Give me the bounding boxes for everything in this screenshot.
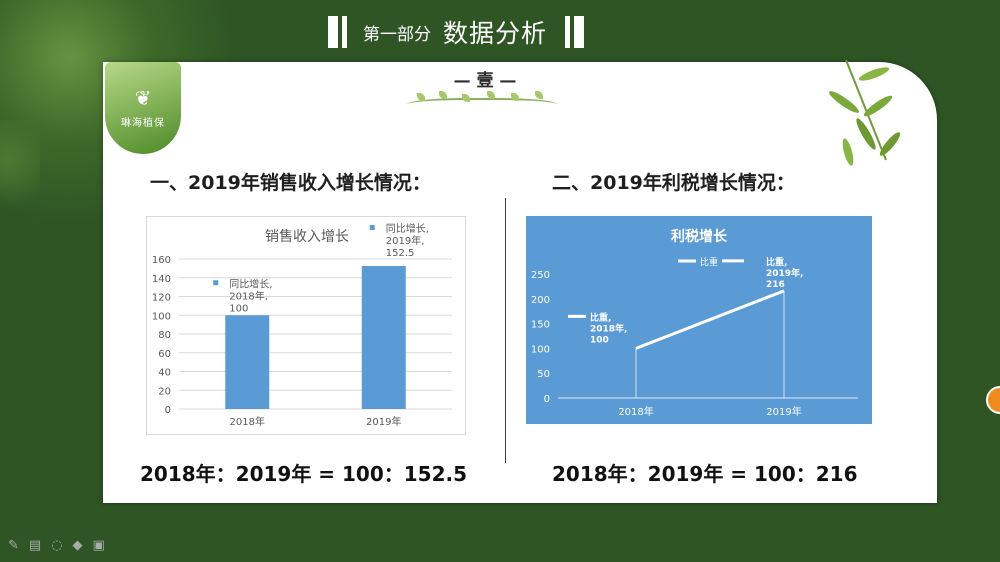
grid-icon[interactable]: ◌ [51,538,63,553]
y-tick-label: 60 [158,349,171,360]
tax-ratio-text: 2018年：2019年 = 100：216 [552,462,858,486]
leaf-logo-icon: ❦ [134,85,152,110]
pointer-icon[interactable]: ◆ [72,538,83,553]
slide-header: 第一部分 数据分析 [328,14,638,50]
vine-decoration [407,91,557,114]
sales-chart-svg: 销售收入增长 0 20 40 60 80 100 120 140 160 2018年 同比增长, 201… [152,222,452,428]
y-tick-label: 200 [531,295,550,306]
legend-label: 比重 [700,256,718,268]
y-tick-label: 0 [544,394,550,405]
y-tick-label: 40 [158,368,171,379]
x-tick-label: 2018年 [618,405,653,418]
sales-ratio-text: 2018年：2019年 = 100：152.5 [140,462,468,486]
y-tick-label: 50 [537,369,550,380]
section-badge: — 壹 — [453,71,517,91]
data-label-marker [369,225,375,231]
y-tick-label: 100 [531,344,550,355]
sales-growth-heading: 一、2019年销售收入增长情况： [150,172,431,194]
x-tick-label: 2019年 [366,415,401,428]
y-tick-label: 0 [165,405,171,416]
y-tick-label: 250 [531,270,550,281]
tree-trunk-decoration [0,120,40,220]
logo-text: 琳海植保 [121,117,165,129]
data-label: 比重, 2018年, 100 [590,311,627,345]
y-tick-label: 140 [152,274,171,285]
y-tick-label: 20 [158,386,171,397]
page-title: 数据分析 [443,19,548,48]
sales-growth-chart: 销售收入增长 0 20 40 60 80 100 120 140 160 2018年 同比增长, 201… [146,216,466,435]
camera-icon[interactable]: ▣ [92,538,105,553]
y-tick-label: 150 [531,320,550,331]
series-line [635,289,785,350]
data-label: 同比增长, 2018年, 100 [229,277,272,314]
y-tick-label: 100 [152,311,171,322]
tax-growth-chart: 利税增长比重 0 50 100 150 200 250 2018年 2019年 比重, 2018年,… [526,216,872,424]
slideshow-toolbar: ✎ ▤ ◌ ◆ ▣ [8,538,105,553]
next-slide-button[interactable] [986,386,1000,414]
bar [361,266,406,409]
tax-growth-heading: 二、2019年利税增长情况： [552,172,795,194]
x-tick-label: 2019年 [766,405,801,418]
chart-title: 销售收入增长 [265,229,349,245]
data-label-marker [213,280,219,286]
y-tick-label: 120 [152,293,171,304]
y-tick-label: 160 [152,255,171,266]
chart-title: 利税增长 [671,228,728,245]
header-bars-right-icon [565,16,585,48]
x-tick-label: 2018年 [230,415,265,428]
company-logo: ❦ 琳海植保 [105,62,181,154]
section-label: 第一部分 [363,24,431,45]
slides-icon[interactable]: ▤ [28,538,42,553]
header-bars-left-icon [328,16,347,48]
data-label: 比重, 2019年, 216 [766,256,803,290]
y-tick-label: 80 [158,330,171,341]
pen-icon[interactable]: ✎ [8,538,19,553]
bamboo-leaves-icon [829,60,901,166]
data-label: 同比增长, 2019年, 152.5 [386,222,429,259]
bar [225,315,270,409]
vertical-divider [505,198,506,463]
